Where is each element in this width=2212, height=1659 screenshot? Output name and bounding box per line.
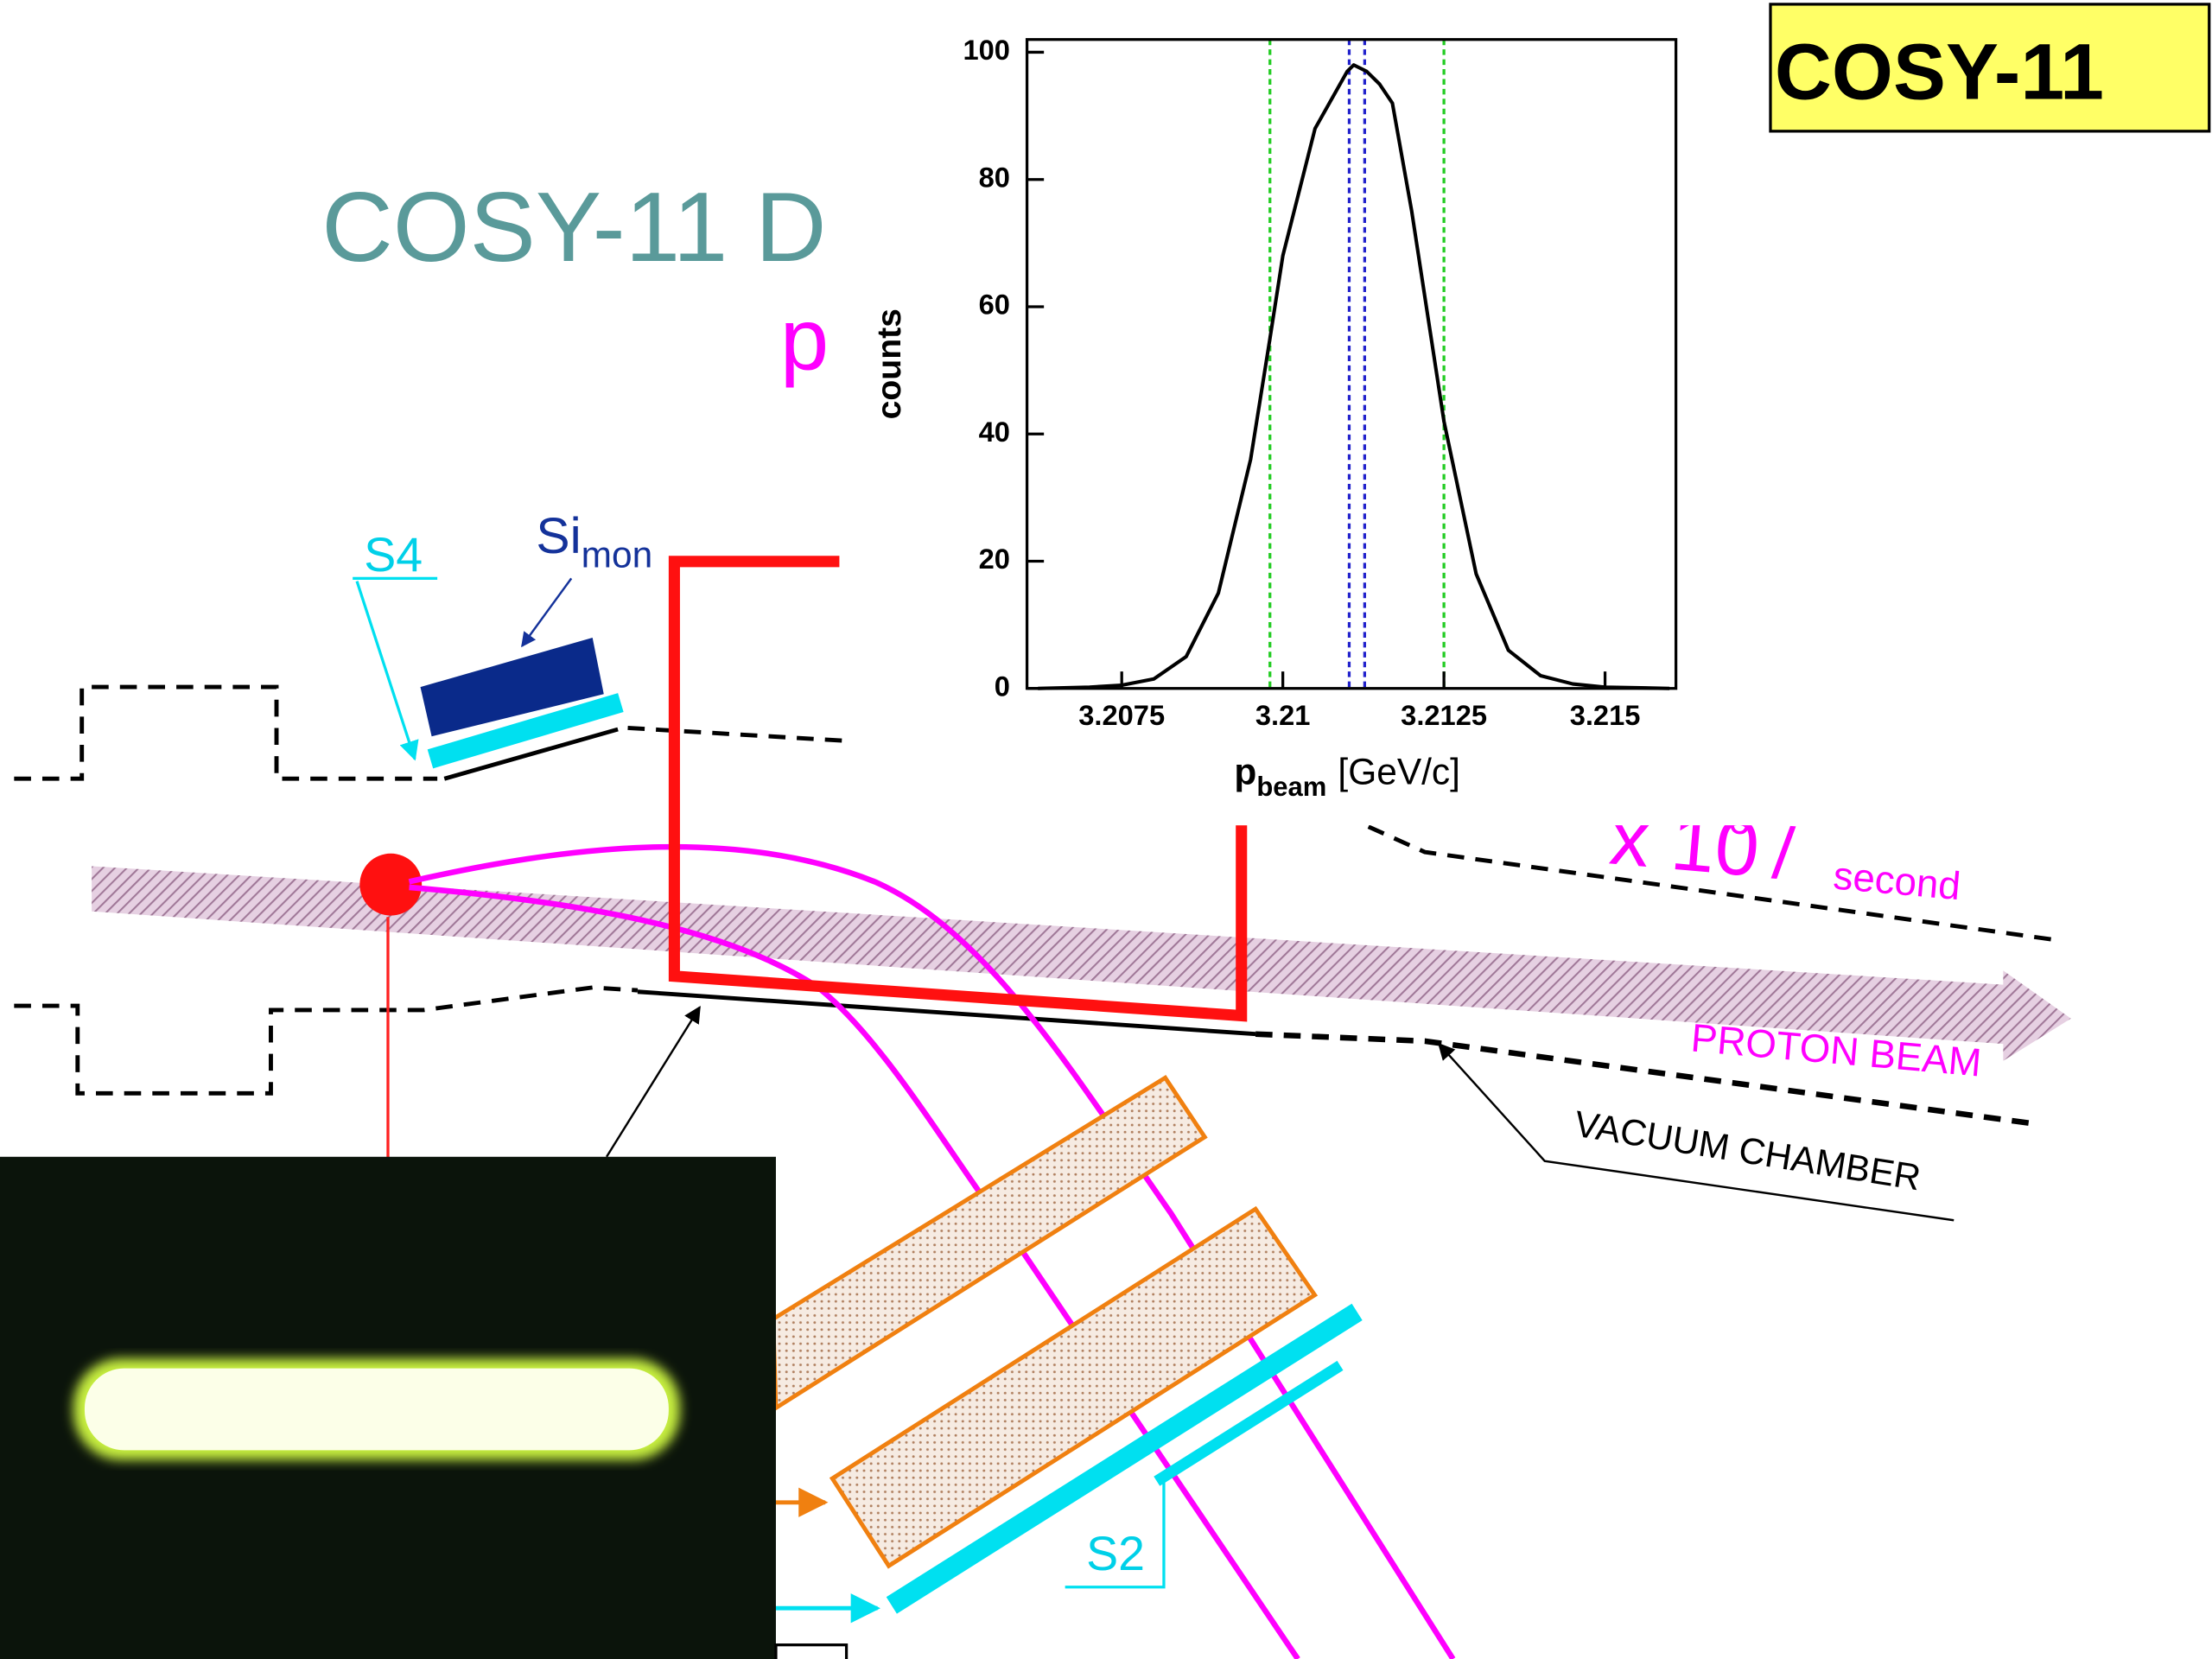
s4-label: S4	[364, 528, 423, 582]
y-tick-label: 0	[995, 670, 1010, 702]
badge-text: COSY-11	[1775, 28, 2104, 116]
s2-leader	[1065, 1478, 1166, 1589]
proton-beam	[92, 866, 2071, 1061]
y-tick-label: 100	[963, 34, 1010, 66]
x-tick-label: 3.2125	[1401, 699, 1487, 731]
chamber-wall	[637, 989, 1256, 1037]
x-label-main: p	[1234, 752, 1256, 792]
drift-chamber	[829, 1205, 1319, 1569]
beam-spot	[84, 1368, 669, 1451]
vacuum-chamber-outline	[14, 684, 2053, 1128]
slide-subtitle: p	[780, 291, 829, 389]
slide-title: COSY-11 D	[321, 173, 826, 283]
si-leader	[521, 577, 573, 648]
momentum-chart: counts pbeam [GeV/c] 0 20 40 60 80 100 3.2075 3.…	[871, 34, 1678, 802]
rate-unit: second	[1832, 854, 1962, 909]
chamber-arrow	[606, 1006, 701, 1158]
scintillator	[886, 1303, 1363, 1614]
scintillator-s4	[427, 693, 624, 769]
y-tick-label: 80	[979, 161, 1010, 193]
rate-slash: /	[1770, 811, 1797, 895]
chamber-wall	[443, 727, 619, 781]
x-tick-label: 3.21	[1255, 699, 1311, 731]
x-label-sub: beam	[1256, 772, 1326, 802]
y-tick-label: 20	[979, 543, 1010, 575]
si-label: Simon	[536, 508, 652, 575]
frame-corner	[774, 1643, 849, 1659]
scintillator	[1154, 1360, 1344, 1486]
vacuum-leader	[1437, 1042, 1955, 1222]
target	[359, 853, 423, 916]
plot-frame	[1025, 38, 1678, 690]
si-sub: mon	[582, 534, 653, 575]
dipole-frame	[668, 556, 1248, 1022]
x-label-unit: [GeV/c]	[1338, 752, 1460, 792]
s4-leader	[353, 576, 438, 759]
y-tick-label: 60	[979, 289, 1010, 321]
silicon-monitor	[420, 637, 604, 737]
badge	[1769, 3, 2211, 133]
vacuum-chamber-label: VACUUM CHAMBER	[1572, 1103, 1923, 1198]
x-tick-label: 3.215	[1570, 699, 1641, 731]
x-tick-label: 3.2075	[1078, 699, 1165, 731]
x-axis-label: pbeam [GeV/c]	[1234, 752, 1460, 802]
y-axis-label: counts	[871, 308, 908, 419]
y-tick-label: 40	[979, 416, 1010, 448]
data-line	[1038, 63, 1670, 690]
s2-label: S2	[1086, 1527, 1145, 1580]
si-text: Si	[536, 508, 581, 564]
